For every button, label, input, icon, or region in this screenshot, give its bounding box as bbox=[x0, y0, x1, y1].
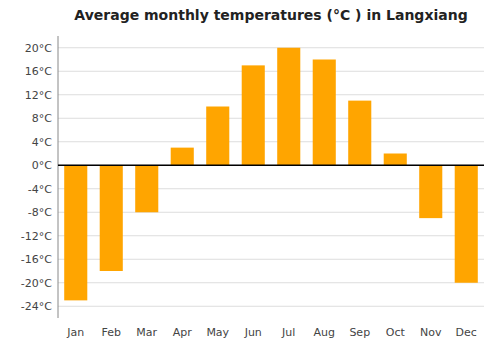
grid-line bbox=[58, 71, 484, 72]
x-tick-label: Jan bbox=[66, 326, 84, 339]
grid-line bbox=[58, 47, 484, 48]
bar bbox=[242, 65, 265, 165]
y-tick-label: 0°C bbox=[32, 159, 52, 172]
y-tick-label: -8°C bbox=[28, 206, 52, 219]
grid-line bbox=[58, 306, 484, 307]
bar bbox=[313, 60, 336, 166]
bar bbox=[206, 107, 229, 166]
grid-line bbox=[58, 165, 484, 166]
x-tick-label: Jun bbox=[244, 326, 262, 339]
y-tick-label: 12°C bbox=[25, 89, 52, 102]
x-tick-label: Feb bbox=[102, 326, 121, 339]
grid-line bbox=[58, 282, 484, 283]
bar bbox=[419, 165, 442, 218]
grid-line bbox=[58, 118, 484, 119]
y-tick-label: -4°C bbox=[28, 183, 52, 196]
chart-container: Average monthly temperatures (°C ) in La… bbox=[0, 0, 500, 350]
y-tick-label: 16°C bbox=[25, 65, 52, 78]
x-tick-label: Sep bbox=[349, 326, 370, 339]
y-tick-label: 8°C bbox=[32, 112, 52, 125]
y-tick-label: 20°C bbox=[25, 42, 52, 55]
y-tick-label: -20°C bbox=[21, 277, 52, 290]
y-tick-label: -24°C bbox=[21, 300, 52, 313]
chart-svg: Average monthly temperatures (°C ) in La… bbox=[0, 0, 500, 350]
bar bbox=[64, 165, 87, 300]
x-tick-label: Aug bbox=[314, 326, 335, 339]
x-tick-label: Dec bbox=[456, 326, 477, 339]
x-tick-label: Mar bbox=[136, 326, 157, 339]
bar bbox=[277, 48, 300, 166]
chart-title: Average monthly temperatures (°C ) in La… bbox=[74, 7, 467, 23]
bar bbox=[348, 101, 371, 166]
bar bbox=[171, 148, 194, 166]
y-tick-label: 4°C bbox=[32, 136, 52, 149]
x-tick-label: Jul bbox=[281, 326, 295, 339]
y-axis-line bbox=[58, 36, 59, 318]
bar bbox=[135, 165, 158, 212]
x-tick-label: May bbox=[206, 326, 229, 339]
bar bbox=[384, 154, 407, 166]
y-tick-label: -12°C bbox=[21, 230, 52, 243]
y-tick-label: -16°C bbox=[21, 253, 52, 266]
bars bbox=[64, 48, 478, 301]
zero-line bbox=[58, 165, 484, 167]
x-tick-label: Oct bbox=[386, 326, 406, 339]
bar bbox=[455, 165, 478, 283]
x-tick-label: Apr bbox=[173, 326, 193, 339]
x-tick-label: Nov bbox=[420, 326, 442, 339]
grid bbox=[58, 48, 484, 307]
grid-line bbox=[58, 94, 484, 95]
bar bbox=[100, 165, 123, 271]
grid-line bbox=[58, 141, 484, 142]
